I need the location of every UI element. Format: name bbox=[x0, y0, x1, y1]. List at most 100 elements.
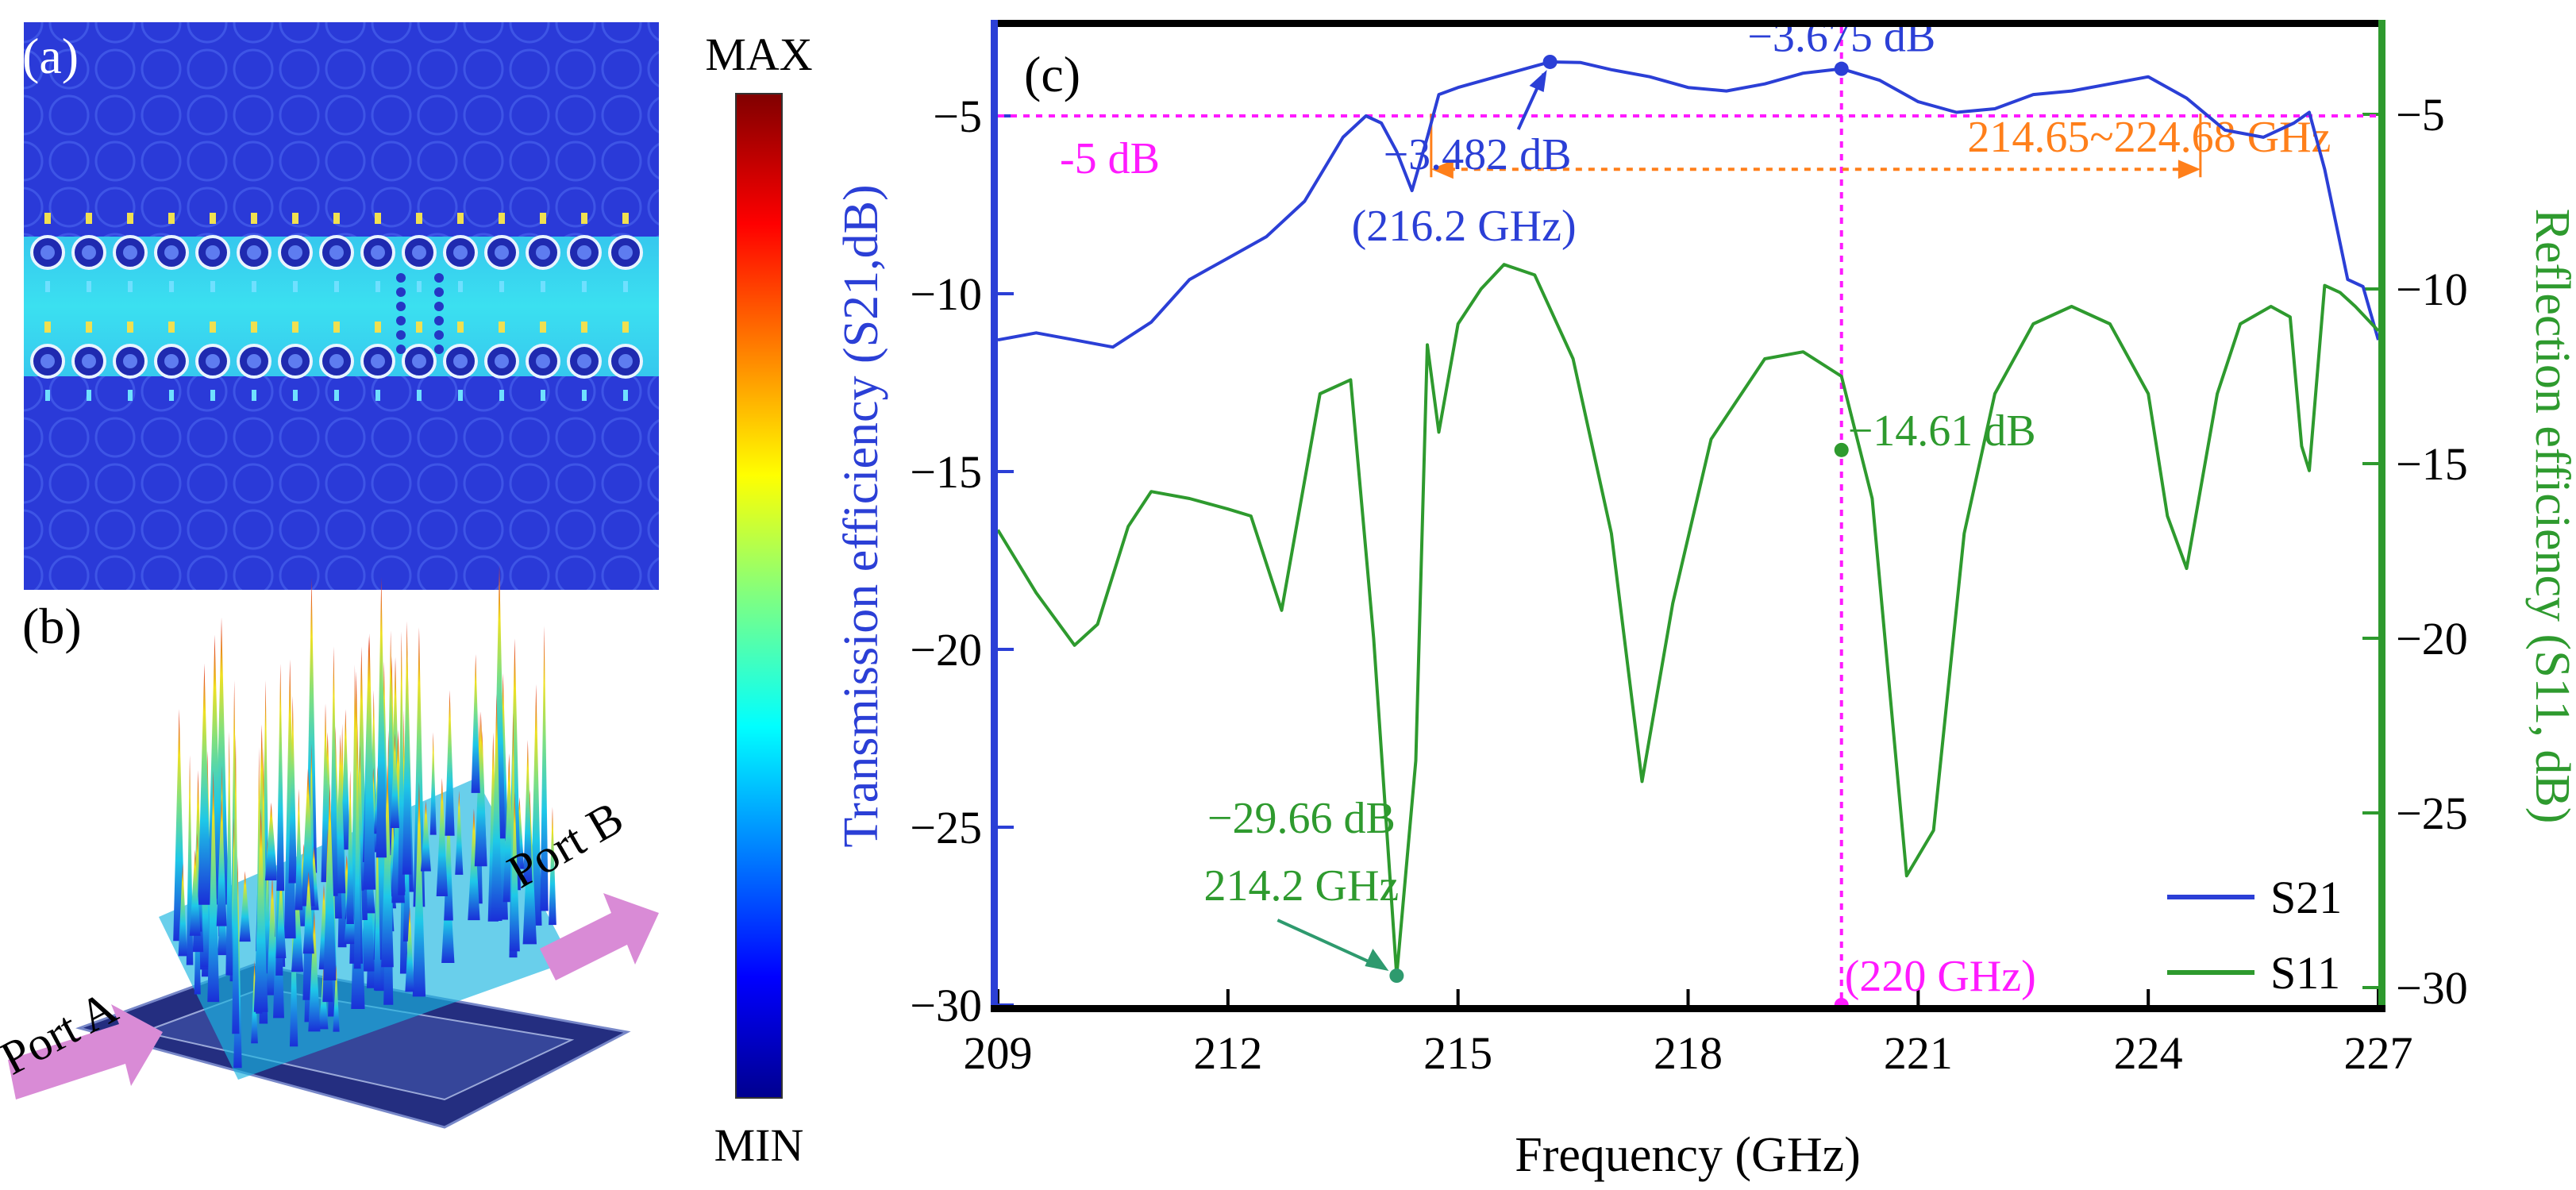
y-left-tick-label: −20 bbox=[910, 624, 982, 676]
resonator-core bbox=[577, 354, 591, 368]
field-spike bbox=[445, 690, 455, 836]
field-spike bbox=[301, 768, 315, 907]
panel-b-3d-field: Port A Port B (b) bbox=[0, 564, 659, 1129]
hot-spot bbox=[128, 281, 133, 292]
x-tick-label: 218 bbox=[1654, 1027, 1723, 1079]
hot-spot bbox=[623, 390, 628, 401]
y-axis-left-label: Transmission efficiency (S21,dB) bbox=[834, 184, 888, 847]
hot-spot bbox=[45, 390, 50, 401]
y-right-tick-label: −25 bbox=[2396, 788, 2468, 839]
legend-label-s21: S21 bbox=[2270, 872, 2342, 923]
s21-max-freq-label: (216.2 GHz) bbox=[1352, 202, 1577, 251]
hot-spot bbox=[375, 390, 380, 401]
center-dot bbox=[434, 345, 444, 354]
hot-spot bbox=[168, 322, 175, 333]
hot-spot bbox=[375, 322, 381, 333]
field-spike bbox=[198, 663, 211, 905]
field-spike bbox=[189, 849, 201, 936]
legend-label-s11: S11 bbox=[2270, 947, 2340, 999]
resonator-core bbox=[495, 354, 509, 368]
field-spike bbox=[412, 781, 426, 997]
hot-spot bbox=[540, 322, 546, 333]
resonator-core bbox=[288, 354, 302, 368]
field-spike bbox=[436, 778, 448, 896]
field-spike bbox=[381, 764, 394, 968]
field-spike bbox=[353, 722, 361, 969]
resonator-core bbox=[82, 245, 96, 260]
resonator-core bbox=[371, 354, 385, 368]
hot-spot bbox=[581, 322, 587, 333]
hot-spot bbox=[416, 213, 422, 224]
hot-spot bbox=[128, 390, 133, 401]
hot-spot bbox=[417, 281, 422, 292]
x-tick-label: 227 bbox=[2344, 1027, 2413, 1079]
field-spike bbox=[276, 663, 285, 892]
hot-spot bbox=[86, 213, 92, 224]
series-line-s21 bbox=[997, 60, 2380, 349]
panel-b-label: (b) bbox=[22, 598, 82, 654]
hot-spot bbox=[127, 213, 133, 224]
hot-spot bbox=[417, 390, 422, 401]
hot-spot bbox=[499, 390, 504, 401]
hot-spot bbox=[169, 281, 174, 292]
field-spike bbox=[239, 871, 251, 942]
field-spike bbox=[413, 627, 425, 907]
bottom-axis-spine bbox=[991, 1005, 2385, 1012]
resonator-core bbox=[618, 354, 633, 368]
field-spike bbox=[420, 800, 431, 872]
hot-spot bbox=[540, 213, 546, 224]
port-b-arrow bbox=[540, 893, 659, 980]
colorbar-gradient bbox=[735, 93, 783, 1099]
hot-spot bbox=[334, 390, 339, 401]
hot-spot bbox=[210, 213, 216, 224]
hot-spot bbox=[582, 390, 587, 401]
panel-a-field-map: (a) bbox=[22, 22, 659, 590]
hot-spot bbox=[210, 281, 215, 292]
field-spike bbox=[288, 695, 297, 884]
y-axis-right-label: Reflection efficiency (S11, dB) bbox=[2525, 209, 2576, 824]
s21-max-marker bbox=[1542, 54, 1558, 69]
field-spike bbox=[225, 731, 233, 976]
resonator-core bbox=[412, 245, 426, 260]
hot-spot bbox=[292, 322, 298, 333]
resonator-core bbox=[453, 354, 468, 368]
y-left-tick-label: −30 bbox=[910, 980, 982, 1031]
lower-resonator-row bbox=[30, 322, 643, 401]
s11-min-pointer-head bbox=[1365, 949, 1389, 972]
center-dot bbox=[396, 287, 406, 297]
s11-min-marker bbox=[1389, 969, 1404, 984]
bandwidth-label: 214.65~224.68 GHz bbox=[1967, 113, 2331, 162]
resonator-core bbox=[164, 354, 179, 368]
resonator-core bbox=[288, 245, 302, 260]
panel-c-label: (c) bbox=[1024, 46, 1080, 102]
hot-spot bbox=[541, 281, 545, 292]
port-b-label: Port B bbox=[499, 791, 632, 899]
field-spike bbox=[207, 634, 222, 899]
hot-spot bbox=[499, 213, 505, 224]
field-spike bbox=[302, 871, 314, 954]
y-left-tick-label: −10 bbox=[910, 268, 982, 320]
field-spike bbox=[346, 770, 354, 924]
resonator-core bbox=[453, 245, 468, 260]
hot-spot bbox=[458, 390, 463, 401]
hot-spot bbox=[458, 281, 463, 292]
field-spike bbox=[549, 807, 556, 926]
hot-spot bbox=[333, 322, 340, 333]
field-spikes bbox=[159, 564, 572, 1080]
s21-220-value-label: −3.675 dB bbox=[1747, 13, 1935, 62]
field-spike bbox=[398, 631, 406, 895]
field-spike bbox=[275, 872, 287, 958]
hot-spot bbox=[127, 322, 133, 333]
resonator-core bbox=[329, 354, 344, 368]
center-dot bbox=[396, 273, 406, 283]
series-line-s11 bbox=[996, 263, 2380, 977]
bandwidth-arrow-left bbox=[1430, 160, 1454, 179]
hot-spot bbox=[252, 390, 256, 401]
field-spike bbox=[232, 734, 240, 1034]
y-right-tick-label: −5 bbox=[2396, 89, 2445, 141]
x-tick-label: 221 bbox=[1884, 1027, 1953, 1079]
field-spike bbox=[341, 709, 351, 850]
resonator-core bbox=[123, 354, 137, 368]
field-spike bbox=[474, 711, 487, 867]
